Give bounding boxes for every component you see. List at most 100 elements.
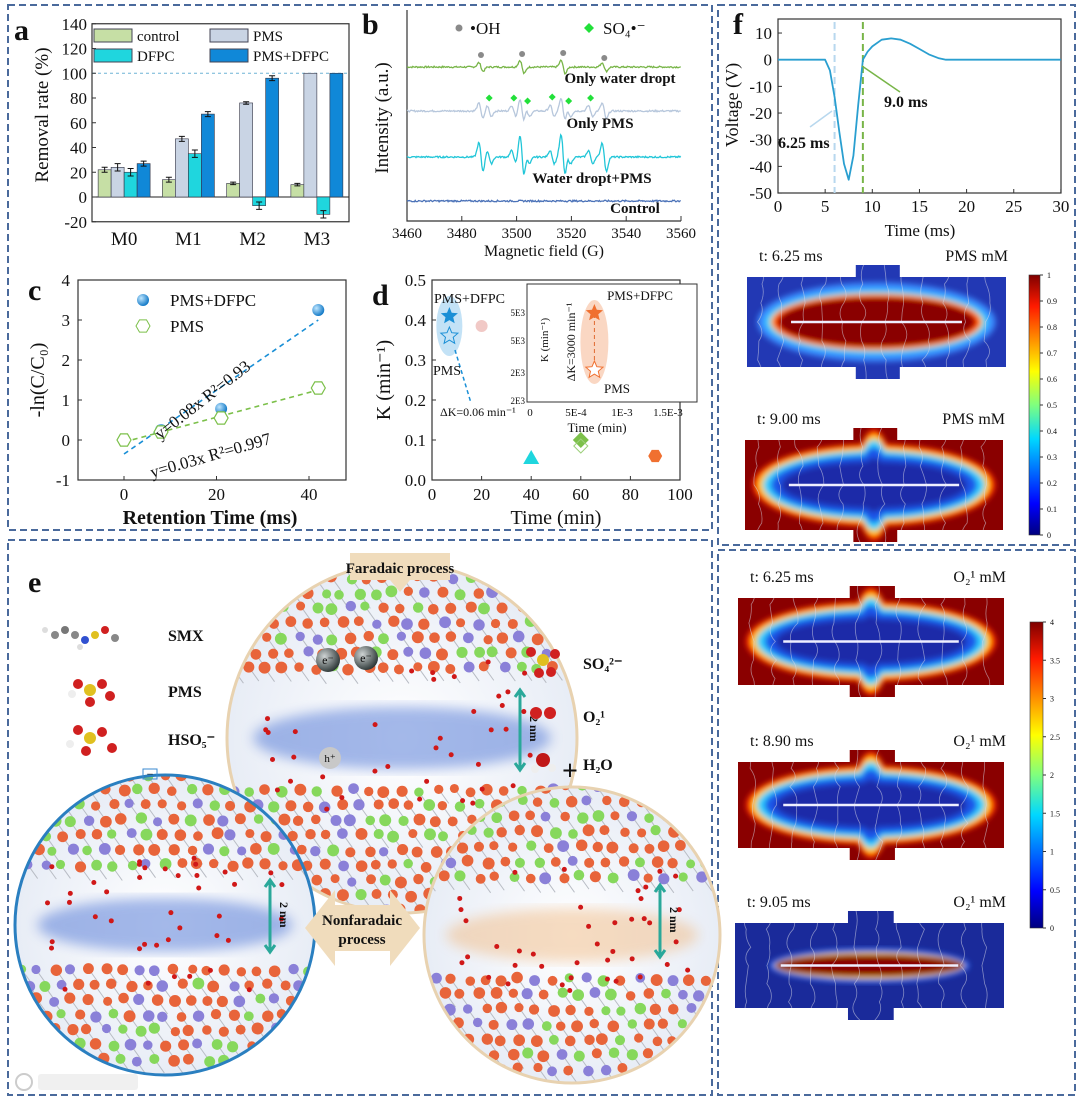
spectrum-control bbox=[406, 199, 682, 204]
atom bbox=[378, 847, 389, 857]
atom bbox=[711, 987, 720, 998]
atom bbox=[627, 869, 640, 881]
oxygen-atom bbox=[288, 778, 294, 784]
bond bbox=[292, 563, 303, 578]
atom bbox=[674, 839, 686, 851]
atom bbox=[514, 1003, 524, 1013]
bond bbox=[239, 1060, 251, 1075]
atom bbox=[550, 857, 561, 867]
bond bbox=[21, 1030, 33, 1045]
bond bbox=[701, 847, 713, 863]
atom bbox=[228, 664, 239, 675]
y-tick-label: 60 bbox=[70, 114, 87, 133]
atom bbox=[614, 1035, 626, 1046]
legend-label: control bbox=[137, 29, 180, 45]
bond bbox=[646, 787, 658, 801]
atom bbox=[558, 646, 570, 658]
atom bbox=[377, 786, 390, 799]
atom bbox=[398, 815, 409, 827]
atom bbox=[403, 858, 413, 869]
atom bbox=[124, 798, 134, 808]
atom bbox=[431, 972, 442, 984]
atom bbox=[532, 797, 543, 807]
atom bbox=[429, 1003, 441, 1015]
atom bbox=[385, 585, 398, 598]
atom bbox=[617, 1063, 628, 1073]
atom bbox=[378, 602, 389, 613]
atom bbox=[303, 1055, 313, 1065]
bond bbox=[271, 590, 283, 606]
atom bbox=[522, 1018, 535, 1030]
oxygen-atom bbox=[207, 967, 213, 973]
oxygen-atom bbox=[91, 879, 97, 885]
nonfaradaic-arrow bbox=[305, 890, 420, 966]
atom bbox=[233, 995, 246, 1008]
atom bbox=[565, 796, 578, 808]
atom bbox=[571, 1020, 583, 1033]
atom bbox=[259, 784, 270, 795]
atom bbox=[183, 1053, 194, 1065]
atom bbox=[584, 857, 595, 868]
atom bbox=[156, 980, 169, 992]
atom bbox=[15, 842, 28, 855]
atom bbox=[405, 890, 417, 903]
atom bbox=[210, 1009, 222, 1020]
bond bbox=[86, 1061, 98, 1075]
data-point-star bbox=[440, 307, 458, 324]
oxygen-atom bbox=[647, 920, 653, 926]
atom bbox=[550, 649, 560, 659]
bond bbox=[639, 1069, 651, 1083]
atom bbox=[412, 602, 424, 613]
atom bbox=[337, 828, 348, 839]
atom bbox=[396, 785, 408, 797]
atom bbox=[57, 798, 69, 810]
inset-x-axis-label: Time (min) bbox=[567, 420, 626, 435]
bond bbox=[476, 564, 488, 579]
streamline bbox=[982, 750, 989, 860]
x-tick-label: 3500 bbox=[502, 226, 532, 242]
atom bbox=[176, 1012, 187, 1022]
atom bbox=[546, 600, 558, 612]
atom bbox=[377, 662, 389, 673]
oxygen-atom bbox=[629, 956, 635, 962]
colorbar-tick-label: 2.5 bbox=[1050, 733, 1060, 742]
oxygen-atom bbox=[605, 957, 611, 963]
data-point-open-star bbox=[439, 325, 460, 345]
atom bbox=[447, 816, 458, 827]
atom bbox=[718, 826, 720, 837]
streamline bbox=[749, 750, 756, 860]
atom bbox=[429, 632, 440, 644]
y-tick-label: 80 bbox=[70, 89, 87, 108]
atom bbox=[591, 1048, 602, 1059]
molecule-label: H₂O bbox=[583, 757, 613, 774]
bond bbox=[723, 831, 733, 845]
atom bbox=[108, 1040, 120, 1052]
molecule-label: SO₄²⁻ bbox=[583, 656, 622, 673]
panel-label-c: c bbox=[28, 274, 41, 307]
oxygen-atom bbox=[610, 948, 616, 954]
atom bbox=[64, 964, 76, 975]
atom bbox=[98, 842, 111, 855]
map-time-label: t: 6.25 ms bbox=[759, 248, 823, 265]
oxygen-atom bbox=[637, 974, 643, 980]
bond bbox=[69, 1059, 80, 1075]
atom bbox=[495, 975, 507, 987]
bond bbox=[657, 1067, 669, 1083]
atom bbox=[604, 988, 617, 1001]
colorbar-tick-label: 3.5 bbox=[1050, 656, 1060, 665]
atom bbox=[311, 1008, 315, 1019]
oh-legend-label: •OH bbox=[470, 19, 501, 38]
atom bbox=[683, 827, 696, 840]
electron-label: e⁻ bbox=[360, 651, 372, 665]
atom bbox=[427, 1034, 438, 1045]
map-quantity-label: O₂¹ mM bbox=[953, 569, 1006, 586]
streamline bbox=[980, 428, 988, 542]
atom bbox=[423, 799, 436, 811]
error-bar bbox=[243, 101, 250, 105]
x-axis-label: Time (ms) bbox=[885, 221, 956, 240]
inset-annotation-low: PMS bbox=[604, 381, 630, 396]
streamline bbox=[982, 586, 991, 697]
atom bbox=[250, 563, 260, 569]
colorbar bbox=[1029, 621, 1044, 929]
atom bbox=[720, 855, 732, 867]
